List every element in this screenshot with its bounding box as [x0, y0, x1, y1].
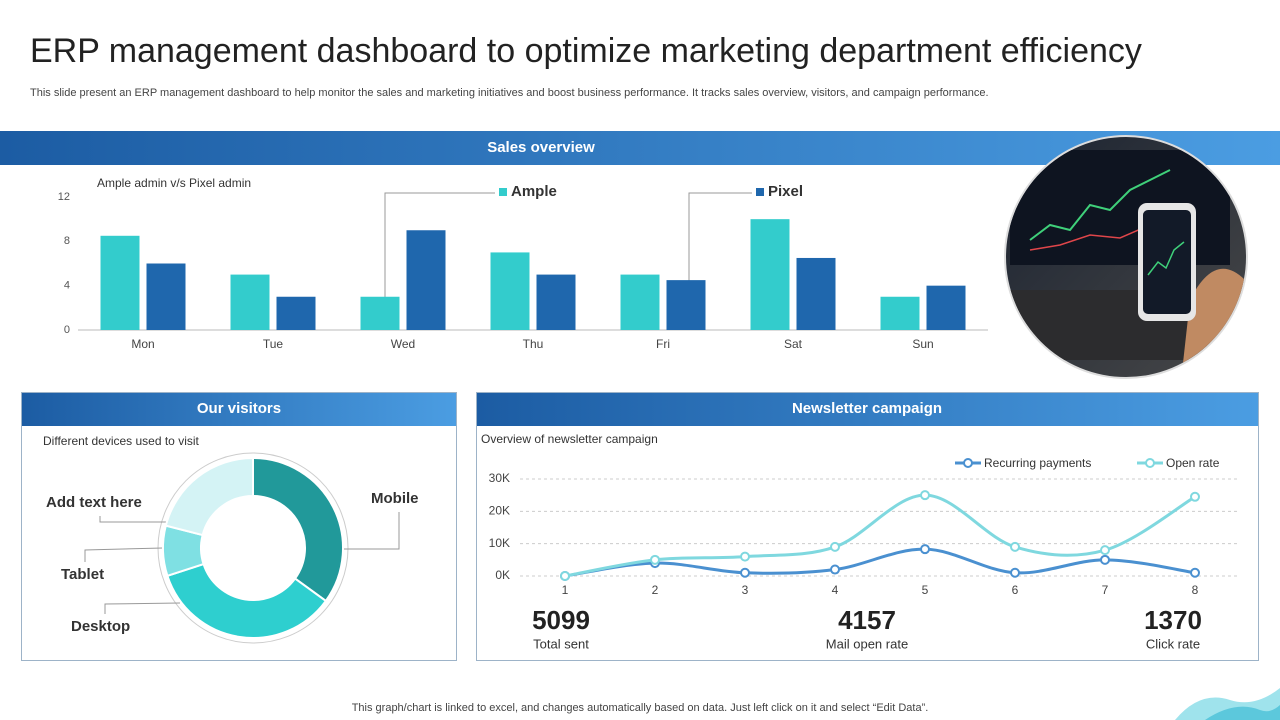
y-tick-label: 20K	[489, 504, 510, 518]
y-tick-label: 30K	[489, 471, 510, 485]
x-tick-label: 2	[652, 583, 659, 597]
section-title: Sales overview	[487, 139, 595, 156]
bar	[276, 296, 316, 330]
bar	[490, 252, 530, 330]
line-series	[564, 547, 1196, 578]
chart-title: Different devices used to visit	[43, 434, 200, 448]
donut-slice	[164, 456, 254, 537]
slice-label: Desktop	[71, 618, 130, 635]
section-title: Newsletter campaign	[792, 400, 942, 417]
page-title: ERP management dashboard to optimize mar…	[30, 32, 1142, 70]
x-tick-label: Sun	[912, 337, 933, 351]
x-tick-label: Thu	[523, 337, 544, 351]
y-tick-label: 8	[64, 235, 70, 247]
footer-note: This graph/chart is linked to excel, and…	[352, 702, 929, 714]
legend-label: Open rate	[1166, 456, 1220, 470]
photo	[1004, 135, 1248, 379]
line-marker	[830, 541, 840, 552]
y-tick-label: 10K	[489, 536, 510, 550]
bar	[230, 274, 270, 330]
legend-label: Recurring payments	[984, 456, 1091, 470]
callout-line	[104, 602, 181, 614]
legend-swatch	[756, 188, 764, 196]
line-marker	[740, 567, 750, 578]
legend-label: Pixel	[768, 183, 803, 200]
x-tick-label: 6	[1012, 583, 1019, 597]
bar	[100, 235, 140, 330]
x-tick-label: 8	[1192, 583, 1199, 597]
bar	[796, 257, 836, 330]
callout-line	[99, 516, 166, 523]
line-marker	[1100, 545, 1110, 556]
bar	[750, 219, 790, 330]
slice-label: Add text here	[46, 494, 142, 511]
line-marker	[740, 551, 750, 562]
callout-line	[688, 192, 752, 281]
x-tick-label: 4	[832, 583, 839, 597]
bar	[926, 285, 966, 330]
callout-line	[384, 192, 495, 298]
kpi-label: Click rate	[1146, 636, 1200, 651]
line-marker	[920, 544, 930, 555]
bar	[406, 230, 446, 330]
line-marker	[1010, 541, 1020, 552]
x-tick-label: 1	[562, 583, 569, 597]
decoration	[1205, 705, 1280, 720]
kpi-label: Mail open rate	[826, 636, 908, 651]
y-tick-label: 12	[58, 191, 70, 203]
chart-title: Overview of newsletter campaign	[481, 432, 658, 446]
line-marker	[830, 564, 840, 575]
section-band	[22, 393, 456, 426]
callout-line	[343, 512, 400, 550]
section-band	[477, 393, 1258, 426]
bar	[666, 280, 706, 330]
bar	[536, 274, 576, 330]
donut-slice	[252, 456, 344, 603]
line-marker	[1190, 491, 1200, 502]
bar	[360, 296, 400, 330]
kpi-value: 1370	[1144, 605, 1202, 635]
kpi-value: 5099	[532, 605, 590, 635]
y-tick-label: 4	[64, 280, 70, 292]
y-tick-label: 0K	[495, 568, 510, 582]
legend-marker	[963, 458, 973, 468]
line-marker	[560, 571, 570, 581]
legend-label: Ample	[511, 183, 557, 200]
slice-label: Tablet	[61, 566, 104, 583]
kpi-value: 4157	[838, 605, 896, 635]
x-tick-label: Mon	[131, 337, 154, 351]
donut-slice	[166, 562, 328, 639]
bar	[620, 274, 660, 330]
line-marker	[1010, 567, 1020, 578]
slice-label: Mobile	[371, 490, 419, 507]
line-marker	[650, 554, 660, 565]
line-marker	[920, 490, 930, 501]
bar	[146, 263, 186, 330]
section-title: Our visitors	[197, 400, 281, 417]
legend-swatch	[499, 188, 507, 196]
x-tick-label: 3	[742, 583, 749, 597]
x-tick-label: 5	[922, 583, 929, 597]
page-subtitle: This slide present an ERP management das…	[30, 87, 989, 99]
bar	[880, 296, 920, 330]
line-marker	[1190, 567, 1200, 578]
legend-marker	[1145, 458, 1155, 468]
callout-line	[84, 547, 164, 562]
x-tick-label: Tue	[263, 337, 284, 351]
chart-title: Ample admin v/s Pixel admin	[97, 176, 251, 190]
y-tick-label: 0	[64, 324, 70, 336]
x-tick-label: Wed	[391, 337, 415, 351]
x-tick-label: Sat	[784, 337, 803, 351]
line-marker	[1100, 554, 1110, 565]
x-tick-label: 7	[1102, 583, 1109, 597]
kpi-label: Total sent	[533, 636, 589, 651]
x-tick-label: Fri	[656, 337, 670, 351]
